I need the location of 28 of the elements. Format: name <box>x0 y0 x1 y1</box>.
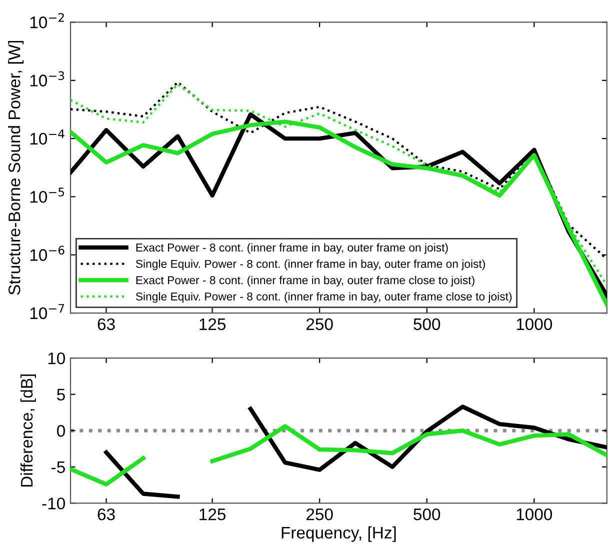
x-tick-label: 250 <box>306 318 333 330</box>
legend-label: Exact Power - 8 cont. (inner frame in bay, outer frame close to joist) <box>136 276 474 286</box>
y-tick-label: 10$^{−3}$ <box>30 71 64 86</box>
y-tick-label: 10 <box>48 352 65 364</box>
y-tick-label: 5 <box>57 388 65 401</box>
y-tick-label: -5 <box>52 461 65 474</box>
x-tick-label: 63 <box>98 508 115 520</box>
y-tick-label: 10$^{−4}$ <box>30 130 64 145</box>
x-tick-label: 125 <box>200 508 226 520</box>
x-tick-label: 1000 <box>516 318 552 330</box>
y-tick-label: 10$^{−7}$ <box>30 304 64 320</box>
y-tick-label: 10$^{−5}$ <box>30 188 64 203</box>
x-tick-label: 500 <box>414 318 440 330</box>
legend-label: Exact Power - 8 cont. (inner frame in bay, outer frame on joist) <box>136 243 448 254</box>
x-axis-title: Frequency, [Hz] <box>282 526 396 542</box>
x-tick-label: 250 <box>306 508 333 520</box>
y-axis-title: Structure-Borne Sound Power, [W] <box>8 40 24 295</box>
y-axis-title: Difference, [dB] <box>20 374 36 487</box>
y-tick-label: 0 <box>57 425 65 437</box>
legend-label: Single Equiv. Power - 8 cont. (inner frame in bay, outer frame close to joist) <box>136 292 512 303</box>
x-tick-label: 500 <box>414 508 440 520</box>
y-tick-label: -10 <box>42 498 65 510</box>
x-tick-label: 1000 <box>516 508 552 520</box>
legend-label: Single Equiv. Power - 8 cont. (inner frame in bay, outer frame on joist) <box>136 260 485 270</box>
x-tick-label: 125 <box>200 318 226 330</box>
x-tick-label: 63 <box>98 318 115 330</box>
y-tick-label: 10$^{−6}$ <box>30 246 64 261</box>
y-tick-label: 10$^{−2}$ <box>30 13 64 28</box>
